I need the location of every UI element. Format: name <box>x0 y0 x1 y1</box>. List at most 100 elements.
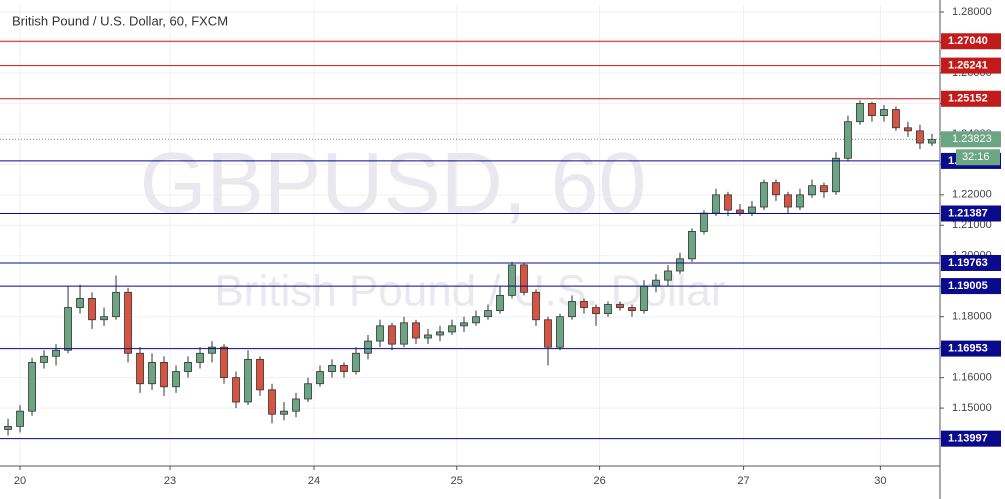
level-label-box <box>941 33 1001 50</box>
watermark-symbol: GBPUSD, 60 <box>140 136 647 232</box>
candle-body <box>460 322 468 327</box>
candle-body <box>268 389 276 415</box>
candle-body <box>784 194 792 208</box>
candle-body <box>352 352 360 372</box>
candle-body <box>64 307 72 351</box>
countdown-label: 32:16 <box>962 151 990 163</box>
countdown-box <box>956 149 1000 166</box>
candle-body <box>280 410 288 415</box>
candle-body <box>700 212 708 232</box>
level-label: 1.25152 <box>948 93 988 105</box>
candle-body <box>520 264 528 293</box>
candle-body <box>76 298 84 308</box>
level-label: 1.13997 <box>948 433 988 445</box>
y-tick-label: 1.15000 <box>952 402 992 414</box>
candle-body <box>904 127 912 132</box>
candle-body <box>4 425 12 430</box>
candle-body <box>772 182 780 196</box>
candle-body <box>568 301 576 318</box>
candle-body <box>244 358 252 403</box>
candle-body <box>472 316 480 324</box>
candle-body <box>760 182 768 208</box>
candle-body <box>640 285 648 312</box>
y-tick-label: 1.18000 <box>952 311 992 323</box>
level-label: 1.21387 <box>948 207 988 219</box>
candle-body <box>916 130 924 144</box>
candle-body <box>868 103 876 117</box>
y-tick-label: 1.16000 <box>952 372 992 384</box>
candle-body <box>220 346 228 379</box>
candle-body <box>928 138 936 144</box>
candle-body <box>292 398 300 412</box>
candle-body <box>340 365 348 372</box>
candle-body <box>616 304 624 308</box>
level-label: 1.19005 <box>948 280 988 292</box>
candle-body <box>736 209 744 214</box>
level-label-box <box>941 90 1001 107</box>
candle-body <box>892 109 900 129</box>
level-label: 1.26241 <box>948 60 988 72</box>
candle-body <box>208 346 216 354</box>
y-tick-label: 1.22000 <box>952 189 992 201</box>
candle-body <box>820 185 828 193</box>
y-tick-label: 1.21000 <box>952 219 992 231</box>
candle-body <box>364 340 372 354</box>
candle-body <box>544 319 552 348</box>
candle-body <box>796 194 804 208</box>
candle-body <box>832 157 840 193</box>
candle-body <box>172 371 180 388</box>
candle-body <box>148 362 156 385</box>
candle-body <box>880 109 888 117</box>
candle-body <box>388 325 396 345</box>
candle-body <box>160 362 168 388</box>
candle-body <box>304 383 312 400</box>
candle-body <box>16 410 24 427</box>
last-price-label: 1.23823 <box>952 133 992 145</box>
x-tick-label: 20 <box>14 475 26 487</box>
candle-body <box>328 365 336 372</box>
candle-body <box>580 301 588 308</box>
candle-body <box>100 316 108 321</box>
level-label-box <box>941 254 1001 271</box>
candle-body <box>496 294 504 312</box>
watermark-description: British Pound / U.S. Dollar <box>214 267 725 316</box>
level-label: 1.16953 <box>948 343 988 355</box>
candle-body <box>532 291 540 321</box>
candle-body <box>40 355 48 363</box>
candle-body <box>136 352 144 385</box>
candle-body <box>316 371 324 385</box>
candle-body <box>856 103 864 123</box>
candle-body <box>448 325 456 333</box>
candle-body <box>844 121 852 159</box>
candle-body <box>232 377 240 403</box>
x-tick-label: 26 <box>593 475 605 487</box>
candle-body <box>112 291 120 318</box>
x-tick-label: 25 <box>451 475 463 487</box>
candle-body <box>808 185 816 196</box>
candle-body <box>28 362 36 412</box>
candle-body <box>400 322 408 345</box>
candle-body <box>88 298 96 321</box>
candle-body <box>628 307 636 312</box>
candle-body <box>412 322 420 339</box>
candle-body <box>652 279 660 287</box>
level-label-box <box>941 57 1001 74</box>
x-tick-label: 30 <box>874 475 886 487</box>
x-tick-label: 23 <box>164 475 176 487</box>
candle-body <box>424 334 432 339</box>
candle-body <box>664 270 672 281</box>
level-label-box <box>941 340 1001 357</box>
candle-body <box>592 307 600 315</box>
level-label-box <box>941 278 1001 295</box>
level-label-box <box>941 430 1001 447</box>
candle-body <box>712 194 720 214</box>
candle-body <box>676 258 684 272</box>
level-label-box <box>941 205 1001 222</box>
x-tick-label: 27 <box>737 475 749 487</box>
chart-title: British Pound / U.S. Dollar, 60, FXCM <box>12 13 228 28</box>
candle-body <box>748 206 756 214</box>
level-label: 1.19763 <box>948 257 988 269</box>
candle-body <box>124 291 132 354</box>
